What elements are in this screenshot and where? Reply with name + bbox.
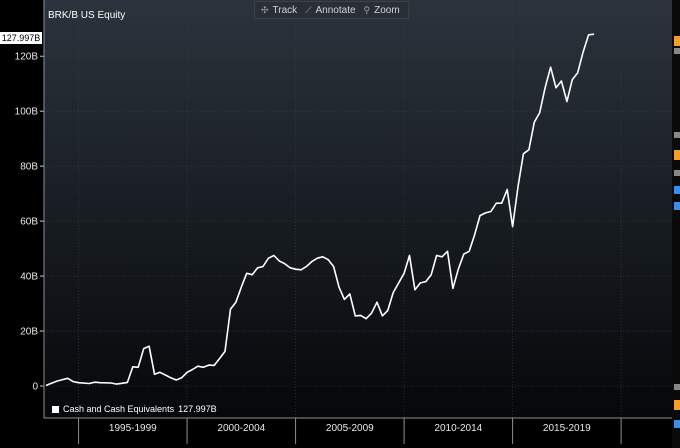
orange-marker-3 [674, 400, 680, 410]
blue-checkbox-1[interactable] [674, 186, 680, 194]
legend[interactable]: Cash and Cash Equivalents 127.997B [52, 404, 217, 414]
plot-area [44, 0, 672, 418]
y-tick-label: 40B [20, 272, 38, 283]
annotate-label: Annotate [315, 4, 356, 16]
last-value-badge: 127.997B [0, 32, 42, 44]
gray-marker-4 [674, 384, 680, 390]
y-axis: 0 20B 40B 60B 80B 100B 120B [15, 0, 45, 418]
security-title: BRK/B US Equity [48, 10, 126, 21]
track-label: Track [272, 4, 298, 16]
y-tick-label: 120B [15, 52, 39, 63]
y-tick-label: 80B [20, 162, 38, 173]
magnifier-icon: ⚲ [363, 4, 371, 15]
x-tick-label: 2000-2004 [217, 423, 265, 434]
track-button[interactable]: ✣ Track [261, 5, 297, 16]
x-tick-label: 2005-2009 [326, 423, 374, 434]
y-tick-label: 100B [15, 107, 39, 118]
pencil-icon: ⟋ [305, 4, 312, 15]
y-tick-label: 0 [32, 382, 38, 393]
gray-marker-3 [674, 170, 680, 176]
chart-toolbar: ✣ Track ⟋ Annotate ⚲ Zoom [254, 1, 409, 19]
zoom-button[interactable]: ⚲ Zoom [364, 5, 400, 16]
x-axis: 1995-1999 2000-2004 2005-2009 2010-2014 2015… [44, 417, 672, 444]
grid [44, 0, 672, 418]
blue-marker-3 [674, 420, 680, 428]
series-line-cash [45, 33, 595, 387]
orange-marker-1 [674, 36, 680, 46]
blue-checkbox-2[interactable] [674, 202, 680, 210]
side-panel-edge [672, 0, 680, 448]
x-tick-label: 1995-1999 [109, 423, 157, 434]
annotate-button[interactable]: ⟋ Annotate [305, 5, 355, 16]
orange-marker-2 [674, 150, 680, 160]
gray-marker-1 [674, 48, 680, 54]
y-tick-label: 20B [20, 327, 38, 338]
gray-marker-2 [674, 132, 680, 138]
y-tick-label: 60B [20, 217, 38, 228]
x-tick-label: 2015-2019 [543, 423, 591, 434]
zoom-label: Zoom [374, 4, 400, 16]
crosshair-icon: ✣ [261, 4, 269, 15]
legend-series-name: Cash and Cash Equivalents [63, 404, 175, 414]
legend-swatch [52, 405, 59, 413]
x-tick-label: 2010-2014 [434, 423, 482, 434]
legend-last-value: 127.997B [178, 404, 217, 414]
